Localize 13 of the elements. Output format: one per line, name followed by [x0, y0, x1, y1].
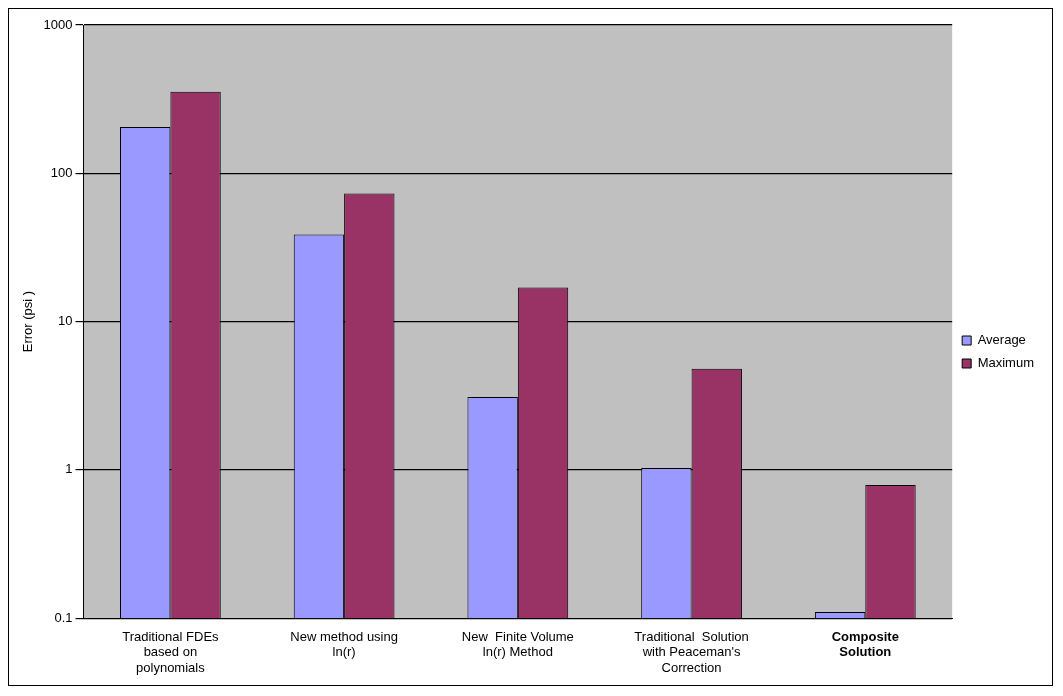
x-tick-label: Composite Solution: [831, 628, 899, 660]
y-tick-label: 1000: [43, 16, 73, 32]
x-tick-label: Traditional FDEs based on polynomials: [122, 628, 220, 675]
x-tick-label: Traditional Solution with Peaceman's Correction: [634, 628, 749, 675]
x-tick-label: New Finite Volume ln(r) Method: [461, 628, 574, 660]
y-axis-title: Error (psi ): [20, 290, 36, 353]
x-tick-label: New method using ln(r): [290, 628, 398, 660]
y-tick-label: 0.1: [54, 609, 73, 625]
y-tick-label: 10: [58, 313, 73, 329]
y-tick-label: 100: [50, 164, 73, 180]
legend-label: Maximum: [977, 355, 1035, 371]
legend-label: Average: [977, 332, 1026, 348]
y-tick-label: 1: [65, 461, 73, 477]
